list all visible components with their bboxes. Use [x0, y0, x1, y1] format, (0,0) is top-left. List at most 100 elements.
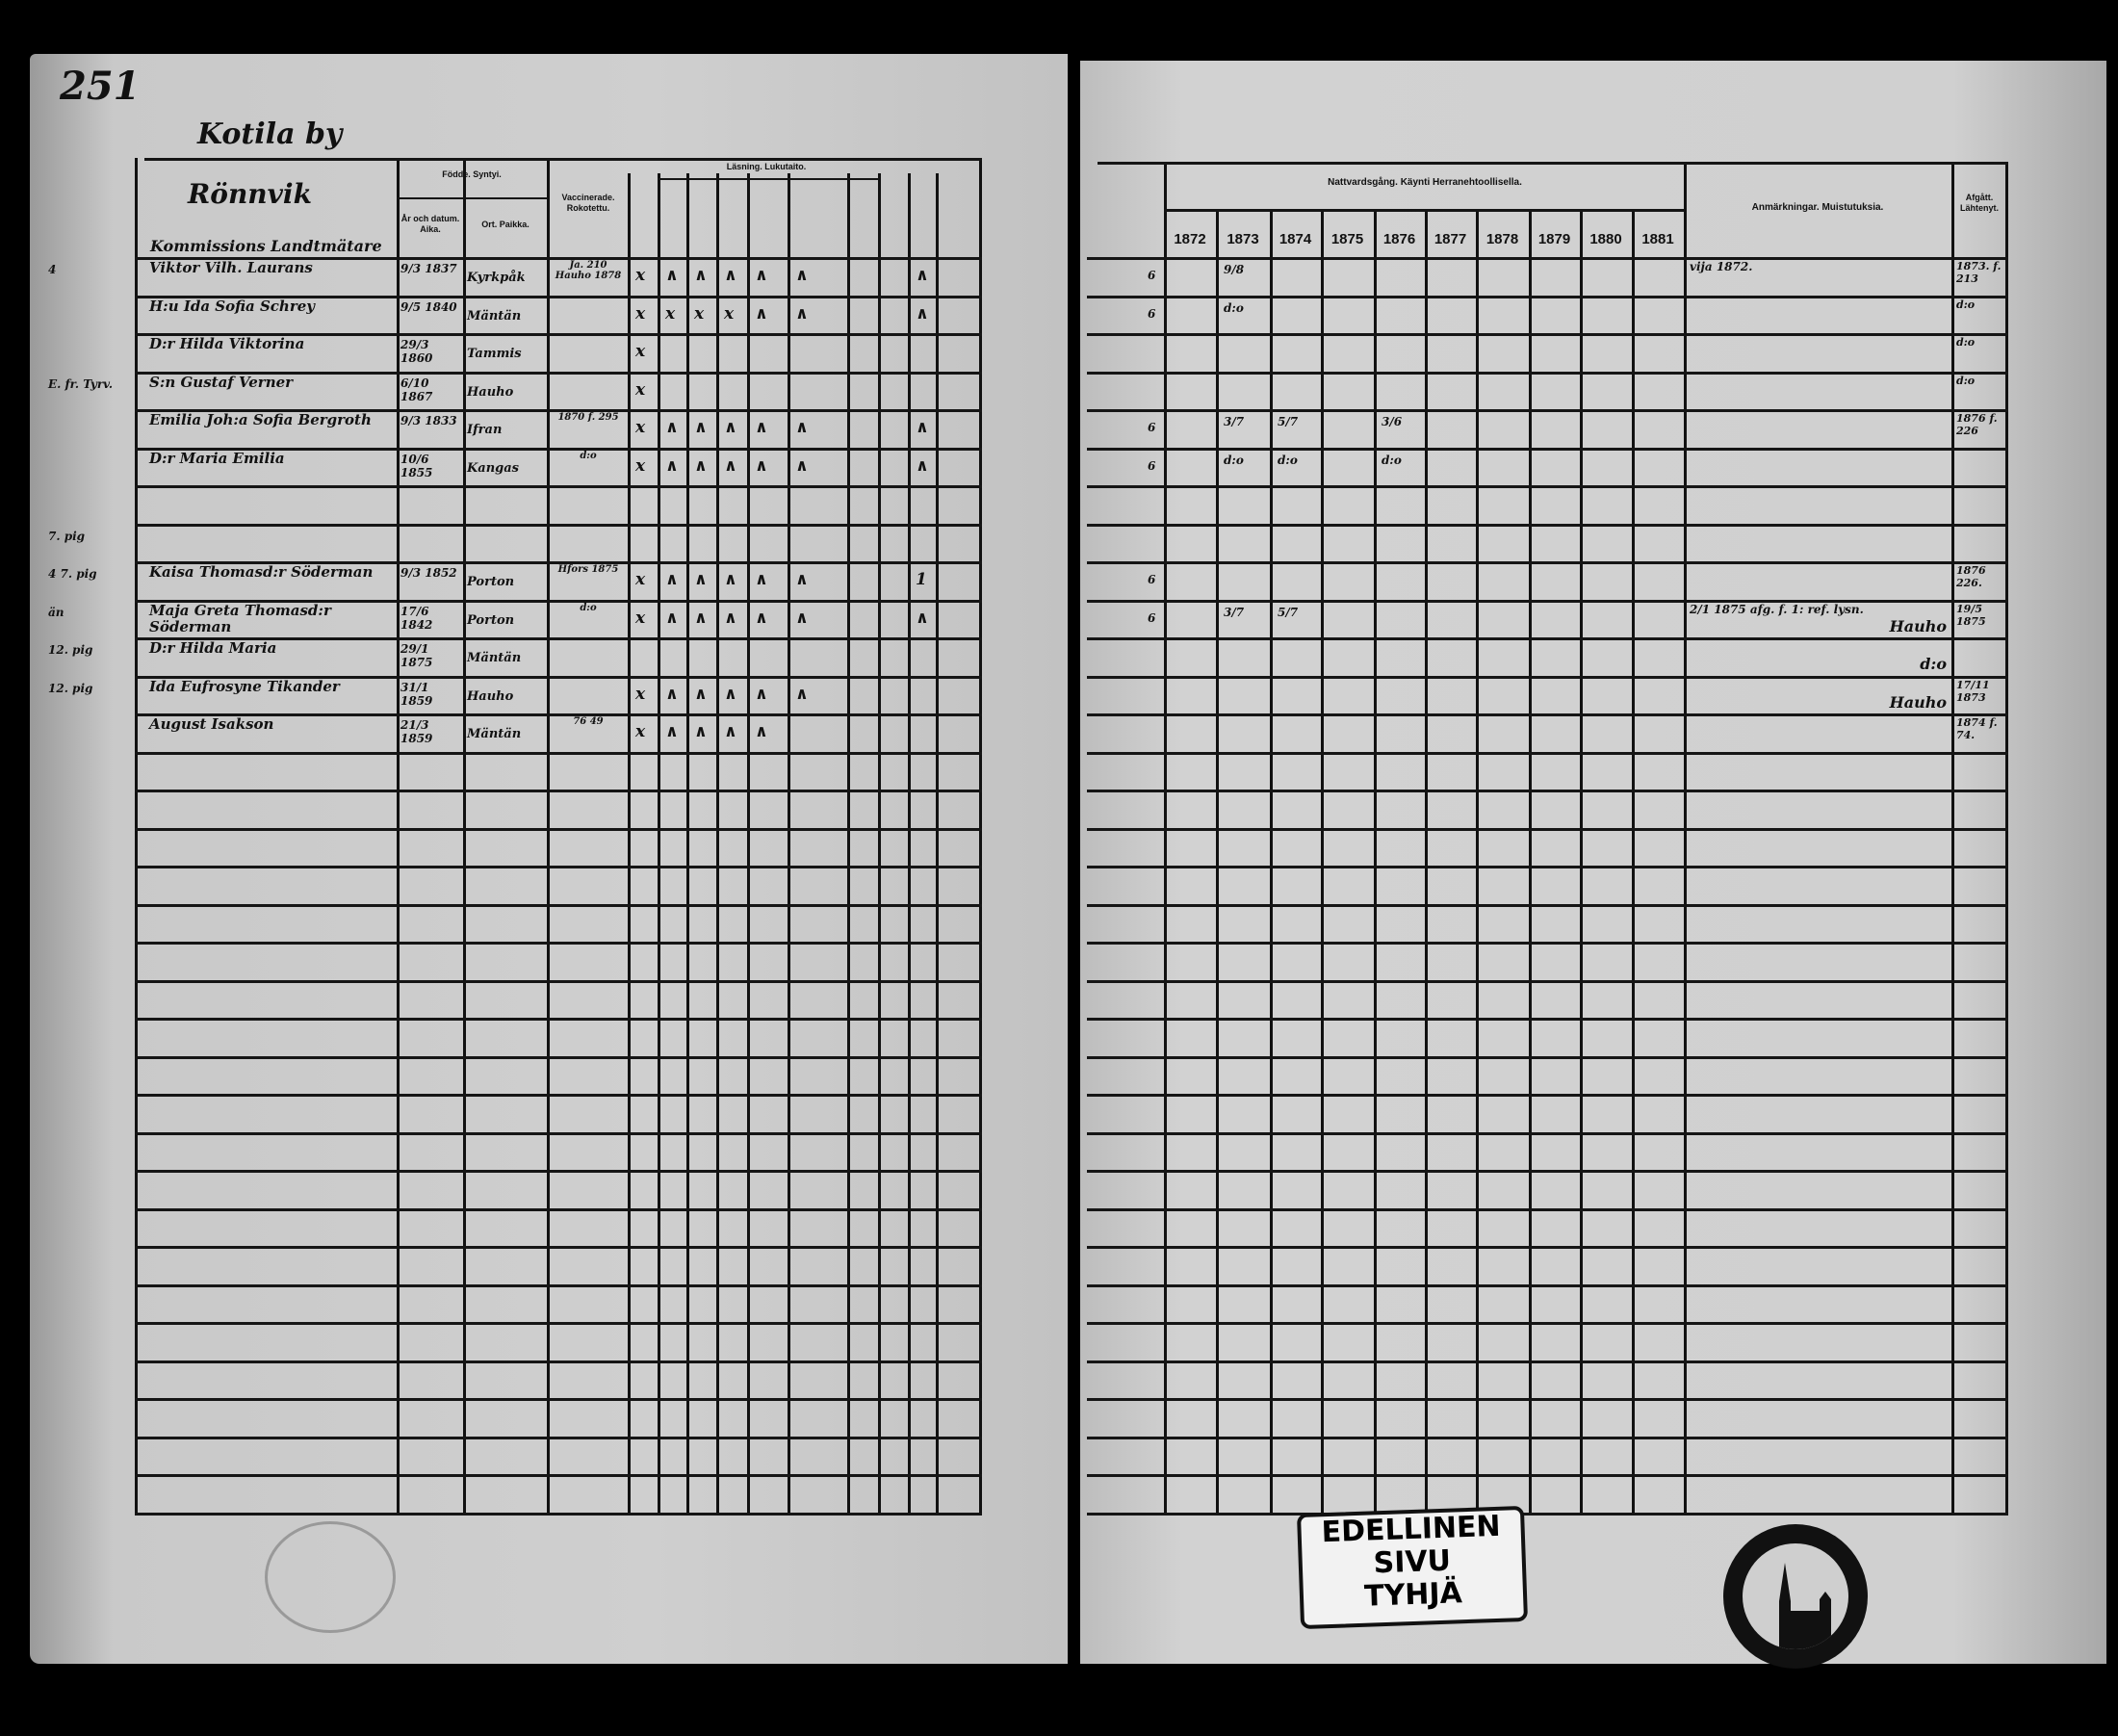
birth-place: Tammis — [467, 347, 522, 361]
reading-mark: ∧ — [755, 418, 768, 437]
person-name: D:r Maria Emilia — [149, 449, 285, 467]
communion-mark: 5/7 — [1278, 415, 1299, 428]
row-marker: 6 — [1148, 421, 1156, 434]
reading-mark: ∧ — [665, 266, 679, 285]
header-communion: Nattvardsgång. Käynti Herranehtoollisell… — [1328, 177, 1522, 188]
row-rule — [1087, 447, 2008, 451]
stamp-line: TYHJÄ — [1363, 1576, 1463, 1614]
remark-place: d:o — [1920, 655, 1947, 673]
birth-place: Porton — [467, 612, 515, 628]
remark-place: Hauho — [1889, 692, 1947, 712]
person-name: Viktor Vilh. Laurans — [149, 259, 313, 276]
row-rule — [135, 371, 982, 375]
row-rule — [1087, 1283, 2008, 1287]
row-rule — [135, 1512, 982, 1516]
header-departed: Afgått. Lähtenyt. — [1959, 193, 1999, 213]
row-marker: 6 — [1148, 306, 1156, 321]
reading-mark: ∧ — [916, 418, 929, 437]
reading-mark: x — [635, 303, 646, 324]
reading-mark: ∧ — [916, 303, 929, 324]
communion-mark: d:o — [1224, 453, 1244, 467]
vaccination: Hfors 1875 — [557, 564, 619, 575]
row-rule — [135, 1207, 982, 1211]
column-rule — [1580, 209, 1583, 1513]
column-rule — [686, 173, 689, 1513]
column-rule — [1425, 209, 1428, 1513]
row-marker: 6 — [1148, 573, 1156, 586]
row-rule — [135, 1055, 982, 1059]
header-reading: Läsning. Lukutaito. — [726, 162, 807, 171]
row-rule — [1087, 1474, 2008, 1477]
column-rule — [1270, 209, 1273, 1513]
header-top-rule — [144, 158, 982, 161]
remark: 2/1 1875 afg. f. 1: ref. lysn. — [1690, 602, 1864, 616]
person-name: August Isakson — [149, 715, 274, 733]
communion-mark: 5/7 — [1278, 605, 1299, 619]
row-rule — [1087, 1094, 2008, 1097]
reading-mark: 1 — [916, 570, 927, 589]
row-rule — [1087, 295, 2008, 298]
header-sub-rule — [397, 197, 547, 199]
vaccination: Ja. 210 Hauho 1878 — [555, 260, 622, 281]
margin-note: 4 7. pig — [48, 567, 97, 581]
column-rule — [1684, 162, 1687, 1513]
row-rule — [135, 1474, 982, 1477]
column-rule — [135, 158, 138, 1513]
reading-mark: ∧ — [724, 570, 737, 589]
reading-mark: ∧ — [694, 608, 708, 628]
header-sub-rule — [658, 178, 879, 180]
reading-mark: ∧ — [755, 684, 768, 704]
right-page — [1080, 61, 2106, 1664]
column-rule — [1321, 209, 1324, 1513]
reading-mark: ∧ — [694, 722, 708, 741]
reading-mark: x — [635, 722, 646, 741]
row-rule — [1087, 1131, 2008, 1135]
birth-date: 17/6 1842 — [400, 604, 433, 632]
communion-mark: d:o — [1224, 300, 1244, 315]
row-rule — [1087, 827, 2008, 831]
reading-mark: ∧ — [724, 418, 737, 437]
birth-date: 21/3 1859 — [400, 718, 433, 745]
reading-mark: ∧ — [755, 455, 768, 476]
reading-mark: x — [694, 303, 705, 324]
column-rule — [878, 173, 881, 1513]
birth-date: 10/6 1855 — [400, 452, 433, 479]
margin-note: E. fr. Tyrv. — [48, 376, 114, 391]
year-header: 1878 — [1485, 231, 1519, 247]
reading-mark: x — [635, 266, 646, 285]
margin-note: 12. pig — [48, 643, 93, 657]
column-rule — [747, 173, 750, 1513]
person-name: Kaisa Thomasd:r Söderman — [149, 563, 374, 581]
reading-mark: ∧ — [694, 266, 708, 285]
column-rule — [1216, 209, 1219, 1513]
year-header: 1875 — [1330, 231, 1364, 247]
reading-mark: ∧ — [755, 570, 768, 589]
row-rule — [1087, 1246, 2008, 1249]
reading-mark: ∧ — [916, 266, 929, 285]
reading-mark: ∧ — [665, 608, 679, 628]
reading-mark: ∧ — [755, 303, 768, 324]
reading-mark: ∧ — [694, 418, 708, 437]
column-rule — [1164, 162, 1167, 1513]
reading-mark: ∧ — [665, 722, 679, 741]
row-rule — [135, 751, 982, 755]
reading-mark: x — [635, 570, 646, 589]
header-vaccinated: Vaccinerade. Rokotettu. — [561, 193, 615, 213]
reading-mark: ∧ — [694, 684, 708, 704]
reading-mark: x — [635, 418, 646, 437]
communion-mark: 3/7 — [1224, 415, 1245, 428]
church-seal-icon — [1723, 1524, 1868, 1669]
row-rule — [135, 1360, 982, 1363]
reading-mark: ∧ — [665, 455, 679, 476]
birth-place: Ifran — [467, 423, 503, 437]
header-remarks: Anmärkningar. Muistutuksia. — [1751, 202, 1884, 213]
vaccination: 76 49 — [573, 716, 604, 727]
column-rule — [788, 173, 790, 1513]
column-rule — [1632, 209, 1635, 1513]
vaccination: d:o — [580, 602, 597, 613]
row-rule — [1087, 1170, 2008, 1173]
column-rule — [1374, 209, 1377, 1513]
column-rule — [716, 173, 719, 1513]
row-marker: 6 — [1148, 458, 1156, 473]
reading-mark: x — [635, 455, 646, 476]
